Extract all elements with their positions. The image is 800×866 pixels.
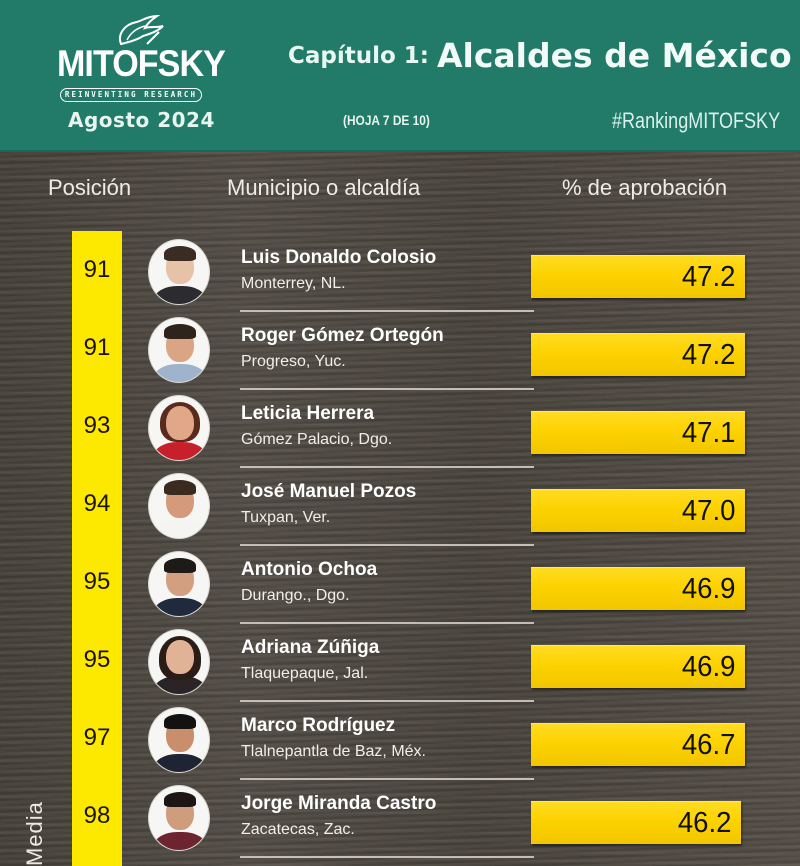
approval-value: 46.2	[677, 807, 731, 839]
row-divider	[240, 388, 534, 390]
municipality-name: Zacatecas, Zac.	[241, 821, 355, 838]
row-divider	[240, 622, 534, 624]
approval-value: 46.9	[681, 573, 735, 605]
row-divider	[240, 778, 534, 780]
ranking-row: 95 Antonio Ochoa Durango., Dgo. 46.9	[0, 545, 800, 624]
rank-number: 91	[83, 334, 111, 361]
logo-wordmark: MITOFSKY	[57, 43, 226, 84]
column-header-approval: % de aprobación	[562, 175, 728, 200]
avatar	[148, 707, 210, 773]
page-title: Alcaldes de México	[437, 36, 792, 75]
mayor-name: Luis Donaldo Colosio	[241, 247, 437, 268]
row-divider	[240, 544, 534, 546]
avatar	[148, 473, 210, 539]
rank-number: 91	[83, 256, 111, 283]
municipality-name: Monterrey, NL.	[241, 275, 346, 292]
row-divider	[240, 310, 534, 312]
report-date: Agosto 2024	[68, 108, 215, 132]
rank-number: 93	[83, 412, 111, 439]
position-highlight-strip	[72, 231, 122, 866]
mayor-name: Jorge Miranda Castro	[241, 793, 437, 814]
mayor-name: Adriana Zúñiga	[241, 637, 380, 658]
approval-bar: 47.0	[531, 489, 745, 532]
avatar	[148, 317, 210, 383]
rank-number: 97	[83, 724, 111, 751]
municipality-name: Durango., Dgo.	[241, 587, 350, 604]
ranking-row: 95 Adriana Zúñiga Tlaquepaque, Jal. 46.9	[0, 623, 800, 702]
avatar	[148, 395, 210, 461]
column-header-municipality: Municipio o alcaldía	[227, 175, 421, 200]
bird-icon	[119, 14, 164, 46]
column-header-position: Posición	[48, 175, 132, 200]
mitofsky-logo: MITOFSKY REINVENTING RESEARCH	[55, 14, 226, 102]
municipality-name: Tuxpan, Ver.	[241, 509, 331, 526]
approval-value: 47.1	[681, 417, 735, 449]
row-divider	[240, 856, 534, 858]
rank-number: 98	[83, 802, 111, 829]
approval-bar: 46.7	[531, 723, 745, 766]
approval-value: 47.2	[681, 339, 735, 371]
approval-value: 47.0	[681, 495, 735, 527]
mayor-name: Antonio Ochoa	[241, 559, 378, 580]
ranking-row: 94 José Manuel Pozos Tuxpan, Ver. 47.0	[0, 467, 800, 546]
ranking-row: 93 Leticia Herrera Gómez Palacio, Dgo. 4…	[0, 389, 800, 468]
approval-value: 47.2	[681, 261, 735, 293]
approval-bar: 47.1	[531, 411, 745, 454]
rank-number: 95	[83, 568, 111, 595]
approval-bar: 46.2	[531, 801, 741, 844]
municipality-name: Progreso, Yuc.	[241, 353, 346, 370]
rank-number: 95	[83, 646, 111, 673]
avatar	[148, 239, 210, 305]
avatar	[148, 785, 210, 851]
mayor-name: Roger Gómez Ortegón	[241, 325, 444, 346]
mayor-name: Marco Rodríguez	[241, 715, 396, 736]
avatar	[148, 629, 210, 695]
chapter-label: Capítulo 1:	[288, 43, 430, 69]
approval-value: 46.7	[681, 729, 735, 761]
ranking-row: 91 Luis Donaldo Colosio Monterrey, NL. 4…	[0, 233, 800, 312]
ranking-row: 98 Jorge Miranda Castro Zacatecas, Zac. …	[0, 779, 800, 858]
approval-value: 46.9	[681, 651, 735, 683]
municipality-name: Gómez Palacio, Dgo.	[241, 431, 393, 448]
municipality-name: Tlalnepantla de Baz, Méx.	[241, 743, 426, 760]
approval-bar: 47.2	[531, 333, 745, 376]
mayor-name: José Manuel Pozos	[241, 481, 417, 502]
mayor-name: Leticia Herrera	[241, 403, 375, 424]
ranking-row: 97 Marco Rodríguez Tlalnepantla de Baz, …	[0, 701, 800, 780]
avatar	[148, 551, 210, 617]
ranking-row: 91 Roger Gómez Ortegón Progreso, Yuc. 47…	[0, 311, 800, 390]
approval-bar: 46.9	[531, 567, 745, 610]
municipality-name: Tlaquepaque, Jal.	[241, 665, 369, 682]
header-banner: MITOFSKY REINVENTING RESEARCH Agosto 202…	[0, 0, 800, 152]
sheet-indicator: (HOJA 7 DE 10)	[343, 112, 430, 128]
row-divider	[240, 466, 534, 468]
row-divider	[240, 700, 534, 702]
approval-bar: 47.2	[531, 255, 745, 298]
logo-tagline: REINVENTING RESEARCH	[60, 88, 202, 102]
hashtag: #RankingMITOFSKY	[612, 108, 781, 133]
approval-bar: 46.9	[531, 645, 745, 688]
rank-number: 94	[83, 490, 111, 517]
